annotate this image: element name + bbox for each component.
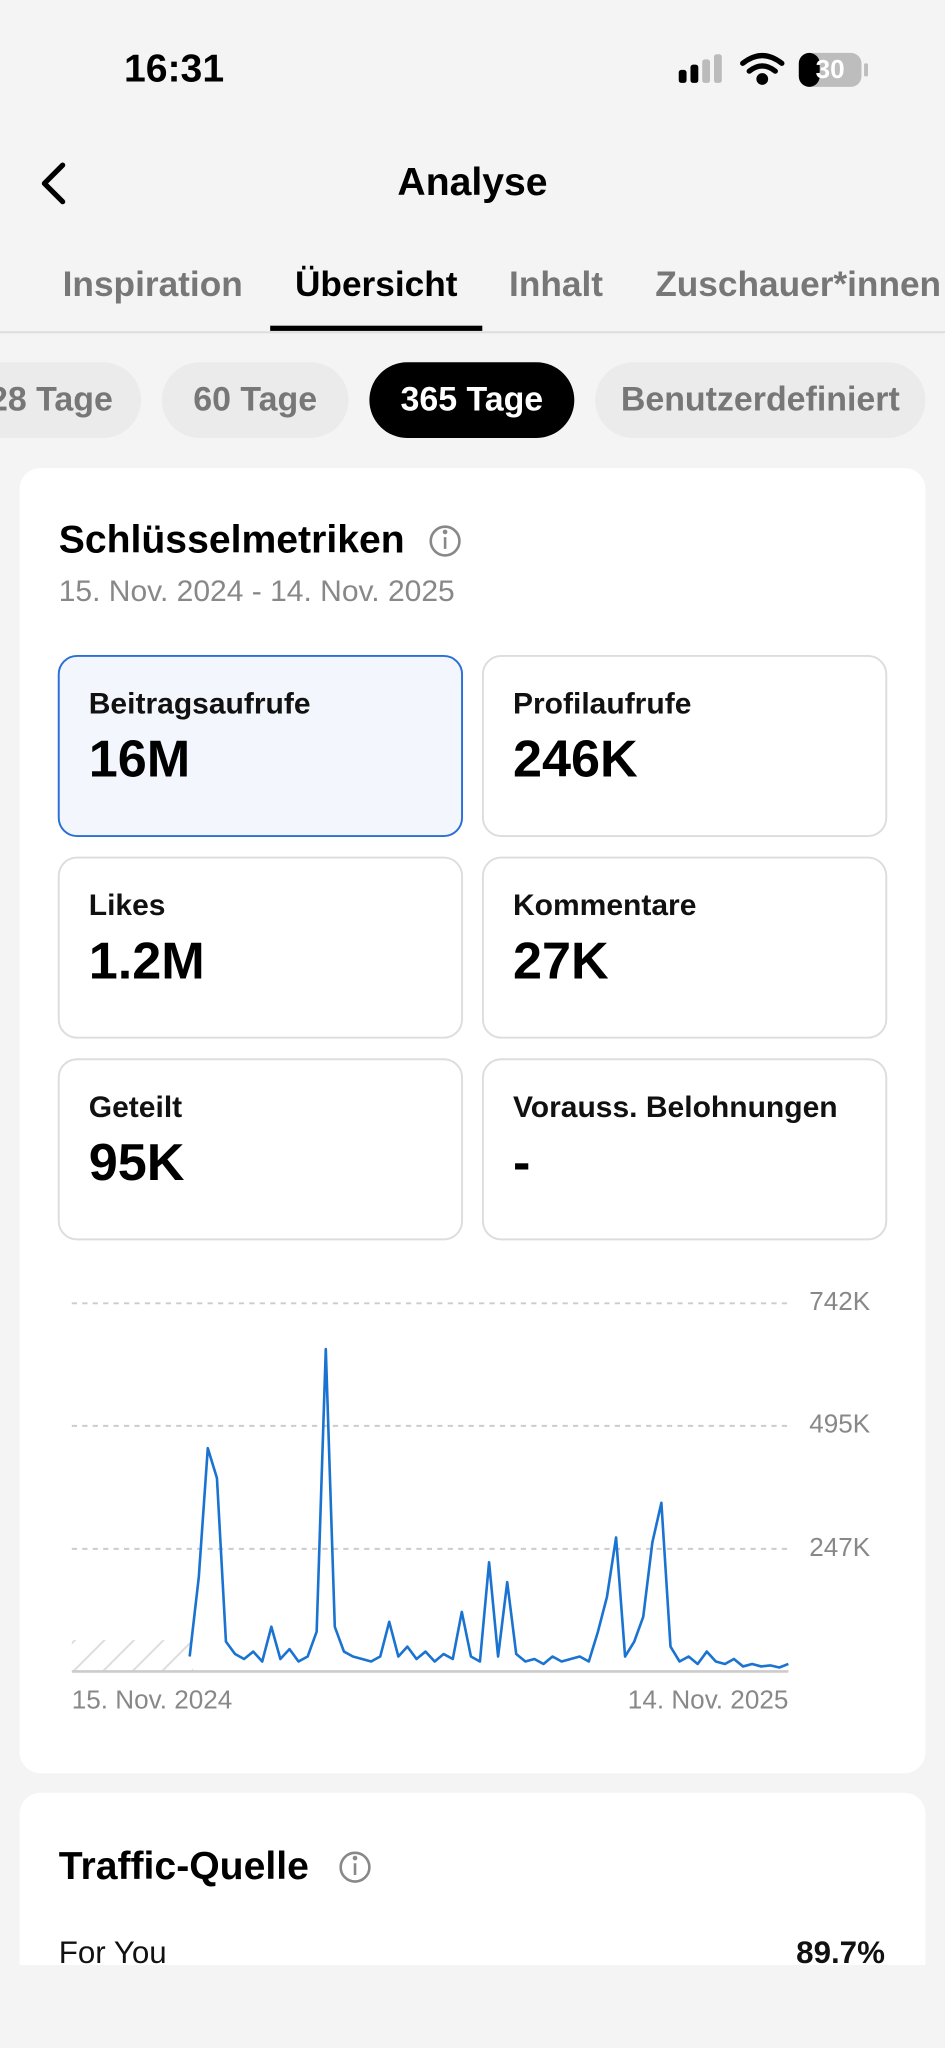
range-chip[interactable]: [0, 362, 141, 438]
status-time: 16:31: [124, 48, 224, 91]
metric-label: Kommentare: [513, 889, 696, 922]
metric-value: 1.2M: [89, 932, 205, 990]
metric-tiles: Beitragsaufrufe 16M Profilaufrufe 246K Likes…: [57, 654, 888, 1241]
metric-label: Geteilt: [89, 1091, 182, 1124]
metrics-date-range: 15. Nov. 2024 - 14. Nov. 2025: [59, 575, 455, 608]
range-chips: 28 Tage 60 Tage 365 Tage Benutzerdefiniert: [0, 362, 926, 438]
traffic-title: Traffic-Quelle: [59, 1845, 309, 1888]
back-button[interactable]: [41, 162, 66, 205]
traffic-card: [19, 1792, 926, 2002]
battery-cap: [864, 63, 868, 77]
battery-level: [798, 52, 820, 87]
tab-underline: [270, 325, 483, 331]
range-chip-label: Benutzerdefiniert: [621, 380, 900, 418]
tab-bar: Inspiration Übersicht Inhalt Zuschauer*inne…: [63, 265, 941, 331]
metric-tile[interactable]: [57, 1058, 464, 1241]
metric-label: Vorauss. Belohnungen: [513, 1091, 838, 1124]
tab[interactable]: Inspiration: [63, 265, 243, 304]
metric-tile[interactable]: [481, 1058, 888, 1241]
tab[interactable]: Inhalt: [509, 265, 603, 304]
range-chip-label: 365 Tage: [401, 380, 544, 418]
metric-tile[interactable]: [481, 654, 888, 838]
metric-tile[interactable]: [481, 856, 888, 1039]
range-chip[interactable]: [595, 362, 926, 438]
tab[interactable]: Übersicht: [295, 265, 458, 304]
metric-label: Profilaufrufe: [513, 687, 691, 720]
metric-label: Beitragsaufrufe: [89, 687, 311, 720]
tab[interactable]: Zuschauer*innen: [655, 265, 941, 304]
metric-tile[interactable]: [57, 654, 464, 838]
x-tick-label: 14. Nov. 2025: [628, 1684, 789, 1714]
info-icon[interactable]: [339, 1851, 371, 1883]
traffic-value: 89.7%: [796, 1935, 885, 1970]
metric-value: 246K: [513, 731, 638, 789]
metric-value: 27K: [513, 932, 609, 990]
range-chip[interactable]: [369, 362, 575, 438]
y-tick-label: 742K: [809, 1286, 871, 1316]
range-chip-label: 28 Tage: [0, 380, 113, 418]
range-chip-label: 60 Tage: [193, 380, 317, 418]
chart: 247K 495K 742K 15. Nov. 2024 14. Nov. 2025: [72, 1286, 871, 1714]
y-tick-label: 247K: [809, 1532, 871, 1562]
metric-tile[interactable]: [57, 856, 464, 1039]
traffic-label: For You: [59, 1935, 167, 1970]
header-title: Analyse: [397, 161, 547, 204]
line-series: [188, 1347, 789, 1669]
metric-value: 16M: [89, 731, 191, 789]
bottom-area: [0, 1965, 945, 2048]
range-chip[interactable]: [161, 362, 349, 438]
signal-icon: [678, 54, 722, 83]
x-tick-label: 15. Nov. 2024: [72, 1684, 233, 1714]
metrics-title: Schlüsselmetriken: [59, 519, 405, 562]
metric-value: -: [513, 1134, 530, 1192]
no-data-area: [71, 1640, 194, 1672]
traffic-rows: For You 89.7%: [59, 1935, 885, 1970]
metric-value: 95K: [89, 1134, 185, 1192]
wifi-icon: [740, 52, 785, 85]
info-icon[interactable]: [429, 525, 461, 557]
battery-text: 30: [816, 54, 845, 84]
metric-label: Likes: [89, 889, 166, 922]
y-tick-label: 495K: [809, 1409, 871, 1439]
